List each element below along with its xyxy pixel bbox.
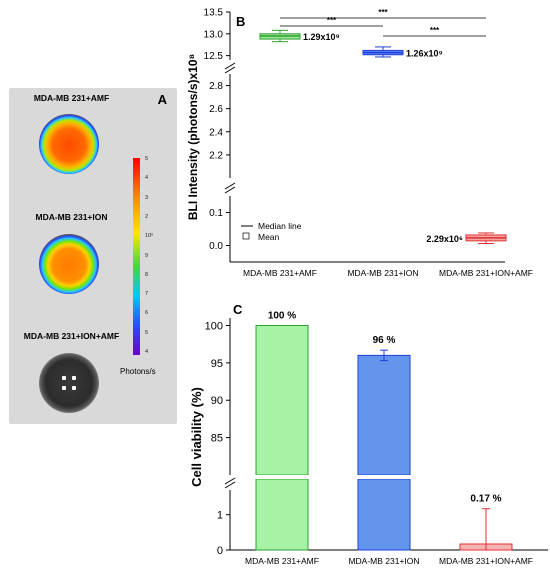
scale-tick-label: 10⁶ (145, 233, 154, 240)
x-category-label: MDA-MB 231+ION (348, 556, 419, 566)
y-tick-label: 0 (217, 545, 223, 557)
bar (357, 478, 411, 551)
bar-value-label: 100 % (268, 310, 296, 321)
well-image-ion (39, 234, 99, 294)
axis-break-mark (224, 481, 236, 489)
significance-stars: *** (378, 8, 388, 17)
box-value-annotation: 1.29x10⁹ (303, 32, 340, 42)
well-dots (61, 375, 77, 391)
x-category-label: MDA-MB 231+ION+AMF (439, 268, 533, 278)
y-tick-label: 85 (211, 433, 223, 445)
scale-tick-label: 4 (145, 175, 149, 182)
x-category-label: MDA-MB 231+ION (347, 268, 418, 278)
scale-tick-label: 9 (145, 252, 149, 259)
y-tick-label: 1 (217, 510, 223, 522)
box-body (362, 49, 404, 56)
y-tick-label: 2.6 (209, 104, 223, 115)
sample-label-ion-amf: MDA-MB 231+ION+AMF (23, 331, 120, 341)
y-axis-title: Cell viability (%) (189, 387, 204, 487)
y-tick-label: 13.0 (204, 29, 224, 40)
bar-break-band (357, 475, 411, 479)
bar-break-band (255, 475, 309, 479)
panel-c-letter: C (233, 302, 243, 317)
y-tick-label: 95 (211, 358, 223, 370)
y-tick-label: 2.2 (209, 150, 223, 161)
axis-break-mark (224, 182, 236, 190)
box-value-annotation: 2.29x10⁶ (426, 234, 463, 244)
y-tick-label: 2.8 (209, 81, 223, 92)
panel-a-letter: A (157, 92, 167, 107)
scale-tick-label: 6 (145, 310, 149, 317)
axis-break-mark (224, 62, 236, 70)
sample-label-amf: MDA-MB 231+AMF (33, 93, 110, 103)
box-body (259, 33, 301, 40)
box-value-annotation: 1.26x10⁹ (406, 49, 443, 59)
well-image-amf (39, 114, 99, 174)
y-tick-label: 13.5 (204, 8, 224, 19)
significance-stars: *** (327, 16, 337, 25)
color-scale-bar (133, 158, 140, 355)
box-body (465, 234, 507, 242)
scale-tick-label: 3 (145, 194, 149, 201)
x-category-label: MDA-MB 231+AMF (245, 556, 319, 566)
significance-stars: *** (430, 26, 440, 35)
scale-unit-label: Photons/s (120, 367, 156, 376)
axis-break-mark (224, 66, 236, 74)
scale-tick-label: 5 (145, 329, 149, 336)
y-tick-label: 0.1 (209, 208, 223, 219)
scale-tick-label: 4 (145, 349, 149, 355)
bar (459, 543, 513, 551)
legend-median-label: Median line (258, 221, 302, 231)
bar (255, 478, 309, 551)
panel-b-letter: B (236, 14, 245, 29)
y-tick-label: 2.4 (209, 127, 223, 138)
well-image-ion-amf (39, 353, 99, 413)
y-tick-label: 90 (211, 395, 223, 407)
bar-value-label: 96 % (373, 335, 396, 346)
x-category-label: MDA-MB 231+ION+AMF (439, 556, 533, 566)
y-tick-label: 0.0 (209, 241, 223, 252)
bar (255, 324, 309, 476)
sample-label-ion: MDA-MB 231+ION (35, 212, 108, 222)
axis-break-mark (224, 186, 236, 194)
legend-mean-swatch (242, 232, 250, 240)
y-tick-label: 12.5 (204, 51, 224, 62)
axis-break-mark (224, 477, 236, 485)
bar (357, 354, 411, 476)
scale-tick-label: 7 (145, 291, 149, 298)
bar-value-label: 0.17 % (470, 494, 501, 505)
scale-tick-label: 5 (145, 156, 149, 162)
x-category-label: MDA-MB 231+AMF (243, 268, 317, 278)
y-axis-title: BLI Intensity (photons/s)x10⁸ (186, 54, 200, 220)
y-tick-label: 100 (205, 320, 223, 332)
scale-tick-label: 8 (145, 271, 149, 278)
legend-mean-label: Mean (258, 232, 280, 242)
scale-tick-label: 2 (145, 213, 149, 220)
